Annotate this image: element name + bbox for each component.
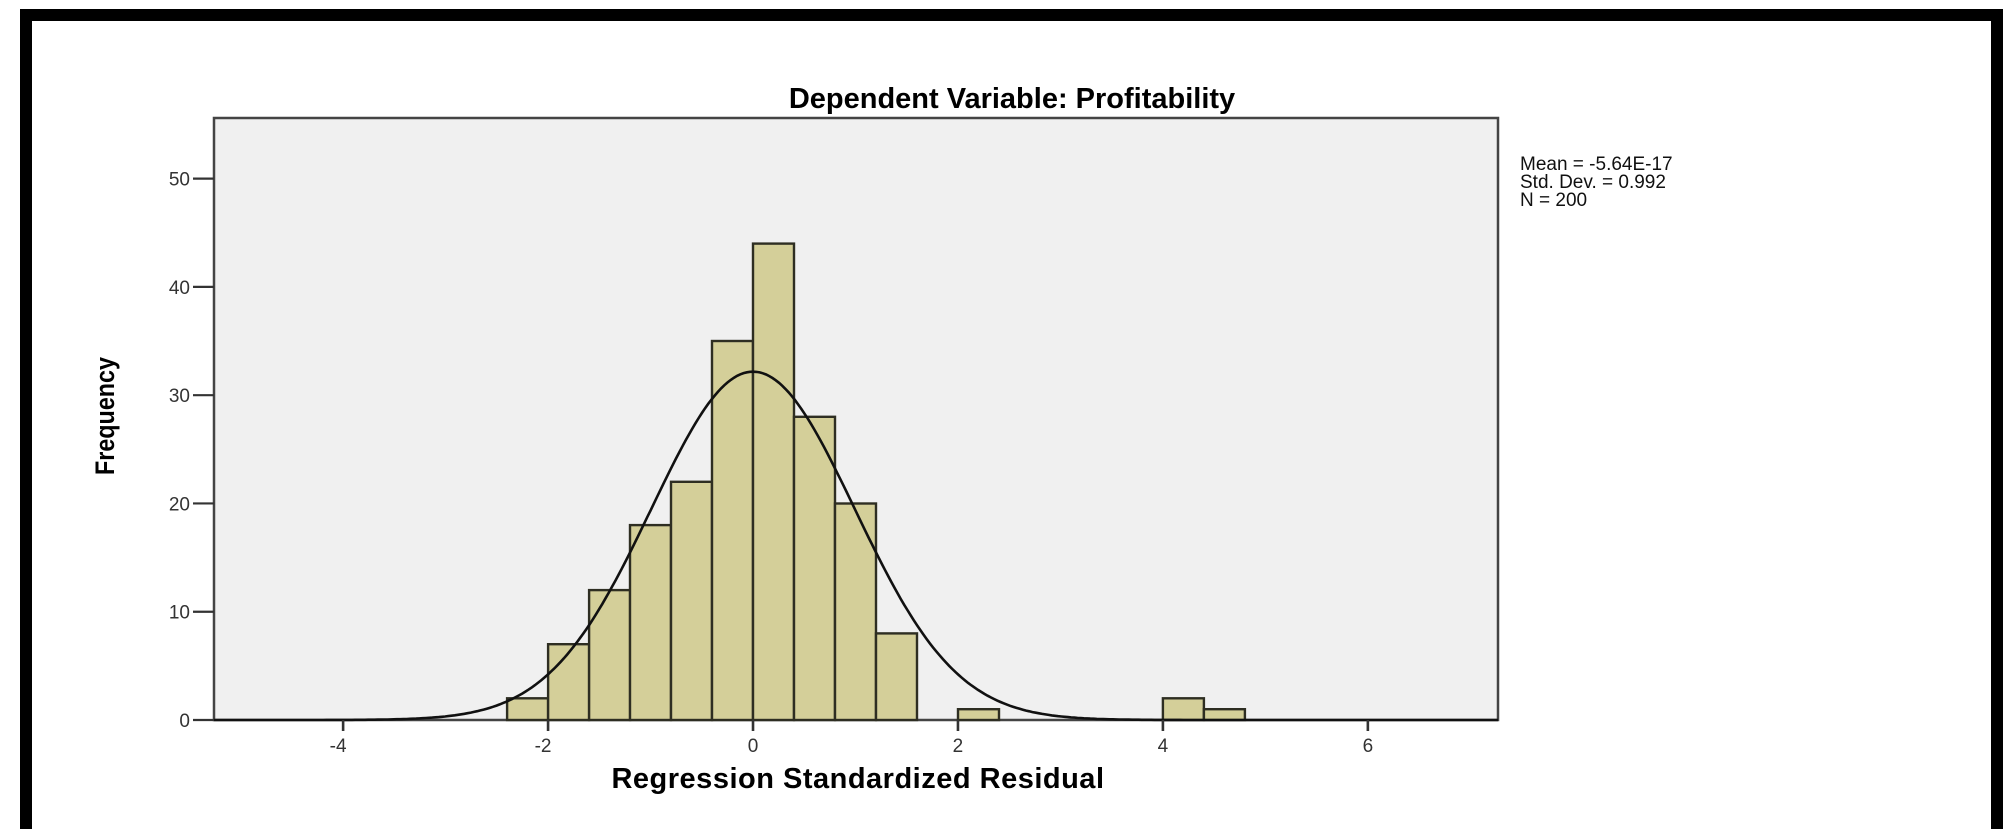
histogram-bar <box>1161 697 1206 722</box>
y-tick-label: 10 <box>169 603 190 624</box>
normal-curve <box>214 370 1498 722</box>
stats-mean: Mean = -5.64E-17 <box>1520 154 1673 175</box>
stats-legend: Mean = -5.64E-17 Std. Dev. = 0.992 N = 2… <box>1520 154 1673 211</box>
histogram-bar <box>956 708 1001 722</box>
y-axis-label: Frequency <box>90 357 120 475</box>
y-tick-label: 30 <box>169 386 190 407</box>
histogram-chart: Dependent Variable: Profitability 010203… <box>90 83 1673 795</box>
histogram-bar <box>792 415 837 722</box>
y-tick-label: 0 <box>179 711 190 732</box>
histogram-bar <box>710 339 755 722</box>
histogram-bar <box>628 523 673 722</box>
histogram-bar <box>505 697 550 722</box>
x-tick-label: -2 <box>535 736 552 757</box>
x-tick-label: 0 <box>748 736 759 757</box>
histogram-bar <box>546 643 591 722</box>
histogram-bars <box>505 242 1247 722</box>
y-tick-label: 20 <box>169 494 190 515</box>
stats-std-dev: Std. Dev. = 0.992 <box>1520 172 1666 193</box>
x-tick-label: 2 <box>953 736 964 757</box>
x-tick-label: 6 <box>1363 736 1374 757</box>
y-tick-label: 50 <box>169 170 190 191</box>
histogram-bar <box>587 588 632 722</box>
chart-title: Dependent Variable: Profitability <box>789 83 1235 115</box>
x-tick-label: -4 <box>330 736 347 757</box>
stats-n: N = 200 <box>1520 190 1587 211</box>
histogram-bar <box>833 502 878 722</box>
y-tick-label: 40 <box>169 278 190 299</box>
x-axis-label: Regression Standardized Residual <box>611 763 1104 795</box>
histogram-bar <box>751 242 796 722</box>
x-axis: -4 -2 0 2 4 6 <box>330 720 1373 757</box>
x-tick-label: 4 <box>1158 736 1169 757</box>
histogram-bar <box>669 480 714 722</box>
histogram-bar <box>874 632 919 722</box>
y-axis: 0 10 20 30 40 50 <box>169 170 214 732</box>
histogram-bar <box>1202 708 1247 722</box>
